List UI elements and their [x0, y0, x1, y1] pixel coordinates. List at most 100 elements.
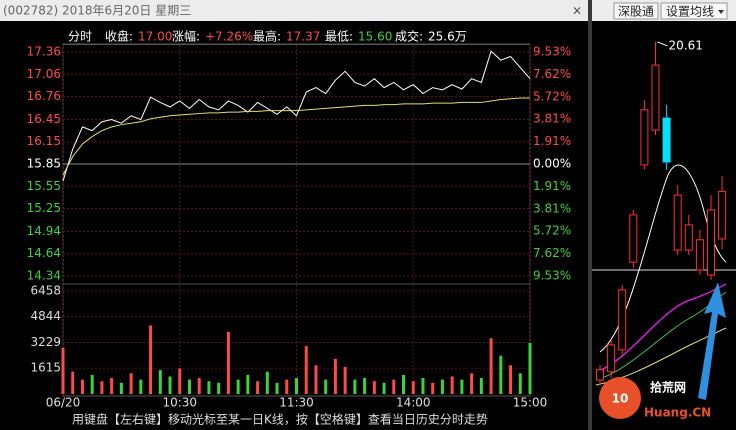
header-label: 最低:: [325, 30, 353, 44]
y-tick-label: 14.94: [27, 224, 61, 238]
header-label: 涨幅:: [172, 29, 200, 44]
y2-tick-label: 0.00%: [533, 157, 571, 171]
highlight-arrow: [698, 282, 726, 400]
annotation: 20.61: [669, 38, 703, 52]
volume-bar: [207, 381, 211, 394]
y-tick-label: 14.64: [27, 246, 61, 260]
header-value: 17.37: [286, 30, 320, 44]
volume-bar: [528, 342, 532, 394]
panel-separator: [588, 0, 592, 430]
header-label: 成交:: [395, 29, 423, 44]
volume-bar: [100, 381, 104, 394]
volume-bar: [295, 378, 298, 394]
candle-body: [640, 109, 649, 166]
candle-body: [618, 289, 627, 351]
y2-tick-label: 5.72%: [533, 224, 571, 238]
volume-tick-label: 4844: [30, 309, 61, 323]
volume-bar: [139, 379, 143, 394]
candle-body: [607, 344, 616, 373]
header-value: +7.26%: [205, 30, 253, 44]
watermark-logo-circle: [599, 377, 641, 419]
volume-tick-label: 3229: [30, 335, 61, 349]
volume-bar: [411, 381, 415, 394]
y2-tick-label: 9.53%: [533, 45, 571, 59]
toolbar-button[interactable]: 深股通: [618, 5, 654, 19]
y-tick-label: 17.36: [27, 45, 61, 59]
watermark-logo: 10: [612, 392, 629, 406]
header-label: 最高:: [253, 29, 281, 44]
volume-bar: [421, 378, 425, 394]
volume-bar: [499, 355, 503, 394]
header-value: 15.60: [358, 30, 392, 44]
header-value: 25.6万: [428, 30, 467, 44]
x-tick-label: 14:00: [396, 396, 431, 410]
volume-bar: [333, 358, 337, 394]
toolbar-button-box[interactable]: [613, 2, 659, 20]
close-button[interactable]: ×: [572, 4, 582, 18]
volume-bar: [304, 346, 308, 394]
volume-bar: [90, 374, 94, 394]
volume-tick-label: 1615: [30, 361, 61, 375]
x-tick-label: 06/20: [46, 396, 81, 410]
candle-body: [673, 194, 682, 251]
volume-bar: [149, 325, 153, 394]
moving-average: [595, 283, 727, 373]
y-tick-label: 16.15: [27, 134, 61, 148]
watermark-domain: Huang.CN: [644, 406, 711, 420]
volume-bar: [226, 331, 230, 394]
price-line: [62, 97, 530, 176]
volume-bar: [236, 379, 240, 394]
volume-bar: [372, 381, 376, 394]
candle-body: [596, 369, 604, 381]
volume-bar: [382, 382, 386, 394]
annotation-arrow: [657, 41, 668, 47]
dropdown-arrow[interactable]: [718, 10, 724, 14]
volume-bar: [509, 365, 513, 394]
toolbar-button-box[interactable]: [660, 2, 728, 20]
candle-body: [629, 214, 638, 263]
y2-tick-label: 3.81%: [533, 201, 571, 215]
volume-bar: [392, 379, 396, 394]
volume-bar: [440, 379, 444, 394]
volume-bar: [110, 378, 114, 394]
x-tick-label: 11:30: [279, 396, 314, 410]
volume-bar: [431, 382, 435, 394]
volume-bar: [158, 370, 162, 394]
x-tick-label: 10:30: [162, 396, 197, 410]
toolbar-button[interactable]: 设置均线: [666, 5, 714, 19]
volume-bar: [119, 382, 123, 394]
volume-bar: [479, 378, 483, 394]
volume-bar: [363, 378, 367, 394]
y-tick-label: 16.76: [27, 89, 61, 103]
y2-tick-label: 3.81%: [533, 112, 571, 126]
candle-body: [651, 64, 660, 131]
volume-bar: [314, 365, 318, 394]
y-tick-label: 17.06: [27, 67, 61, 81]
footer-hint: 用键盘【左右键】移动光标至某一日K线，按【空格键】查看当日历史分时走势: [72, 412, 488, 427]
volume-bar: [80, 379, 84, 394]
y2-tick-label: 1.91%: [533, 179, 571, 193]
candle-body: [684, 224, 693, 251]
candle-body: [707, 209, 715, 276]
candle-body: [695, 239, 704, 271]
volume-bar: [178, 368, 182, 394]
volume-bar: [217, 382, 221, 394]
volume-bar: [343, 366, 347, 394]
volume-bar: [353, 379, 357, 394]
y2-tick-label: 1.91%: [533, 134, 571, 148]
x-tick-label: 15:00: [513, 396, 548, 410]
window-title: (002782) 2018年6月20日 星期三: [3, 4, 191, 18]
volume-bar: [518, 373, 522, 394]
volume-bar: [71, 371, 75, 394]
price-line: [62, 50, 531, 182]
header-value: 17.00: [138, 30, 172, 44]
volume-bar: [450, 376, 454, 394]
y-tick-label: 15.55: [27, 179, 61, 193]
volume-bar: [129, 373, 133, 394]
y-tick-label: 15.85: [27, 157, 61, 171]
volume-bar: [61, 347, 65, 394]
y-tick-label: 14.34: [27, 269, 61, 283]
volume-bar: [197, 378, 201, 394]
